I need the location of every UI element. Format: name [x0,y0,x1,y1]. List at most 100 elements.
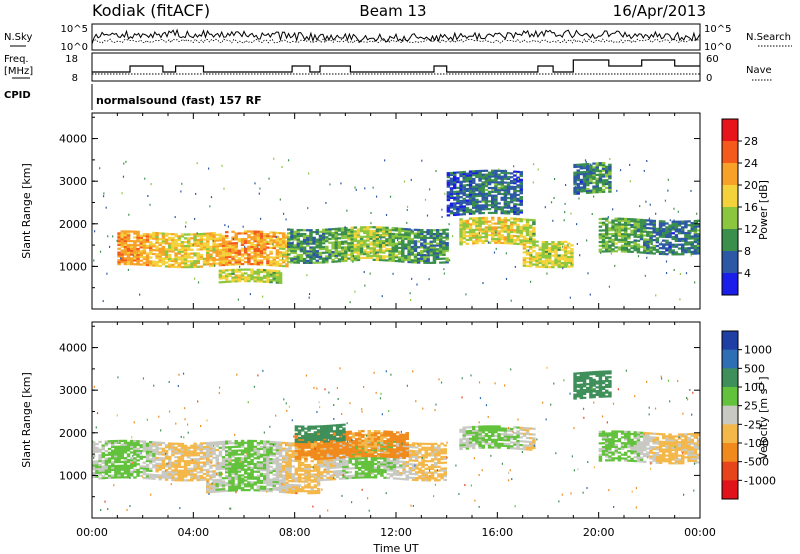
echo-cell [299,257,304,261]
echo-cell [225,450,229,453]
echo-cell [225,234,229,238]
echo-cell [684,235,688,238]
echo-cell [516,211,520,214]
echo-cell [278,274,283,277]
echo-cell [272,448,276,451]
echo-cell [187,241,191,244]
echo-cell [174,256,178,259]
echo-cell [693,223,698,226]
echo-cell [293,238,297,241]
echo-cell [177,461,181,465]
echo-cell [350,249,354,252]
echo-cell [407,251,411,254]
echo-cell [366,243,370,246]
echo-cell [310,469,314,472]
echo-cell [231,257,235,260]
echo-cell [624,250,628,253]
echo-cell [611,248,615,251]
echo-cell [299,255,304,259]
echo-cell [608,221,612,224]
echo-cell [506,172,511,175]
echo-cell [234,457,238,460]
echo-cell [120,449,124,452]
echo-cell [378,257,383,260]
echo-cell [589,181,593,185]
echo-cell [142,250,147,253]
echo-cell [145,469,150,472]
echo-cell [426,231,430,234]
echo-cell [630,241,634,244]
echo-cell [136,261,140,264]
echo-cell [478,192,482,196]
echo-cell [199,248,204,251]
echo-cell [142,440,147,443]
echo-cell [426,236,430,240]
echo-cell [342,467,346,470]
echo-cell [462,176,466,179]
echo-cell [416,240,421,243]
echo-cell [401,247,405,250]
echo-cell [402,466,406,469]
echo-cell [510,217,514,220]
echo-cell [484,198,489,201]
echo-cell [397,250,402,253]
echo-cell [503,242,508,245]
echo-cell [98,465,102,468]
echo-cell [529,261,533,264]
echo-cell [250,278,254,281]
echo-cell [665,228,669,231]
echo-cell [139,238,143,241]
echo-cell [187,454,191,457]
echo-cell [681,226,685,229]
echo-speckle [210,196,213,199]
echo-cell [240,255,245,258]
echo-cell [544,262,549,265]
echo-cell [326,465,330,468]
echo-cell [358,451,362,454]
echo-cell [117,453,121,456]
echo-cell [326,467,330,470]
echo-cell [445,261,449,264]
echo-cell [221,238,226,242]
echo-cell [630,233,634,236]
echo-cell [164,449,169,453]
echo-cell [291,478,295,482]
echo-cell [206,461,210,464]
echo-cell [145,252,150,255]
echo-cell [253,280,257,283]
echo-speckle [197,281,200,284]
echo-cell [139,444,143,447]
echo-cell [453,190,457,194]
echo-cell [126,464,131,467]
echo-cell [399,477,403,481]
echo-cell [104,471,109,474]
echo-cell [586,189,590,193]
echo-cell [299,232,304,236]
echo-cell [503,204,508,207]
echo-cell [231,236,235,239]
echo-speckle [272,243,274,246]
echo-cell [107,468,112,472]
echo-cell [168,476,172,480]
echo-cell [340,250,345,253]
echo-cell [294,467,299,470]
echo-cell [510,197,514,200]
echo-cell [386,467,390,470]
echo-cell [259,453,264,456]
echo-speckle [452,235,454,238]
echo-cell [309,254,313,257]
echo-cell [221,277,226,280]
echo-cell [369,237,373,240]
echo-cell [278,454,283,458]
echo-cell [605,244,609,247]
echo-cell [228,442,232,445]
echo-cell [158,232,162,235]
echo-cell [380,447,384,450]
echo-cell [510,176,514,179]
echo-cell [285,447,289,450]
echo-cell [256,255,261,258]
echo-cell [114,445,118,448]
echo-cell [548,242,552,246]
echo-cell [142,252,147,255]
echo-cell [130,257,134,260]
